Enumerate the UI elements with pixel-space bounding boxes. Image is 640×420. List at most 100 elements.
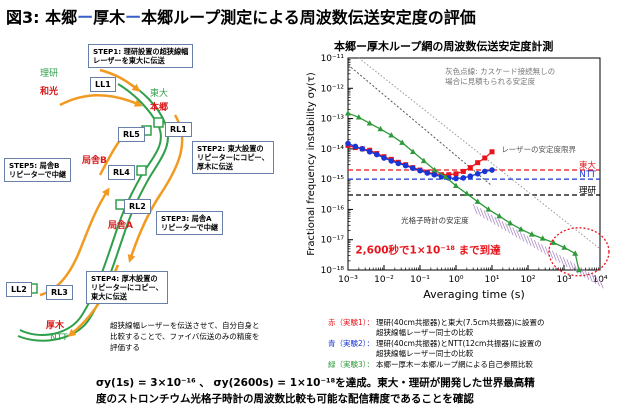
series-point bbox=[460, 175, 467, 181]
series-point bbox=[474, 171, 481, 177]
series-point bbox=[388, 132, 395, 138]
cascade-note-line: 灰色点線: カスケード接続無しの bbox=[445, 66, 555, 76]
clock-band-hatch bbox=[480, 208, 485, 219]
step5-box: STEP5: 局舎B リピーターで中継 bbox=[4, 158, 72, 182]
clock-band-hatch bbox=[559, 254, 564, 266]
clock-band-hatch bbox=[595, 276, 600, 287]
clock-band-hatch bbox=[534, 239, 539, 251]
series-point bbox=[352, 143, 359, 150]
series-point bbox=[550, 239, 557, 245]
series-point bbox=[359, 146, 366, 152]
series-point bbox=[575, 266, 582, 273]
series-point bbox=[431, 171, 438, 178]
series-point bbox=[366, 120, 373, 126]
clock-band-hatch bbox=[588, 271, 593, 283]
diagram-note: 超狭線幅レーザーを伝送させて、自分自身と 比較することで、ファイバ伝送のみの精度… bbox=[110, 321, 260, 352]
series-point bbox=[507, 220, 514, 226]
label-kyokusha-b: 局舎B bbox=[82, 156, 107, 166]
series-point bbox=[474, 198, 481, 204]
y-tick-label: 10⁻¹⁵ bbox=[321, 175, 345, 185]
clock-band-hatch bbox=[537, 242, 543, 253]
y-axis-label: Fractional frequency instability σy(τ) bbox=[306, 72, 317, 256]
series-point bbox=[355, 114, 362, 120]
series-point bbox=[345, 140, 351, 147]
clock-stability-label: 光格子時計の安定度 bbox=[401, 215, 469, 225]
clock-band-hatch bbox=[512, 227, 518, 238]
x-tick-label: 10⁻² bbox=[374, 275, 394, 285]
clock-band-hatch bbox=[498, 218, 503, 230]
series-point bbox=[539, 235, 546, 241]
y-tick-label: 10⁻¹¹ bbox=[321, 54, 345, 64]
series-point bbox=[377, 125, 384, 132]
clock-band-hatch bbox=[544, 246, 550, 257]
series-group bbox=[345, 110, 582, 273]
clock-band-hatch bbox=[570, 261, 575, 272]
label-wako: 和光 bbox=[40, 87, 59, 97]
series-point bbox=[442, 173, 449, 179]
node-rl4: RL4 bbox=[108, 165, 135, 180]
node-rl2: RL2 bbox=[124, 199, 151, 214]
series-point bbox=[481, 168, 488, 175]
series-point bbox=[373, 151, 380, 158]
summary-text: σy(1s) = 3×10⁻¹⁶ 、 σy(2600s) = 1×10⁻¹⁸を達… bbox=[96, 377, 535, 405]
label-todai: 東大 bbox=[150, 89, 169, 99]
series-point bbox=[366, 148, 373, 155]
series-point bbox=[431, 166, 438, 173]
y-tick-label: 10⁻¹² bbox=[321, 84, 345, 94]
reference-line-label: 東大 bbox=[579, 160, 597, 171]
step3-box: STEP3: 局舎A リピーターで中継 bbox=[156, 211, 224, 235]
y-tick-label: 10⁻¹⁴ bbox=[321, 145, 345, 155]
node-rl1: RL1 bbox=[165, 122, 192, 137]
clock-band-hatch bbox=[541, 244, 546, 255]
x-tick-label: 10⁰ bbox=[448, 275, 463, 285]
node-rl3: RL3 bbox=[46, 285, 73, 300]
series-point bbox=[467, 165, 473, 171]
series-point bbox=[489, 167, 495, 173]
series-point bbox=[453, 175, 459, 182]
node-rl5: RL5 bbox=[118, 127, 145, 142]
chart-title: 本郷ー厚木ループ網の周波数伝送安定度計測 bbox=[334, 40, 554, 53]
y-tick-label: 10⁻¹³ bbox=[321, 115, 345, 125]
series-point bbox=[424, 170, 431, 176]
cascade-estimate-line bbox=[358, 57, 601, 250]
series-point bbox=[399, 139, 406, 145]
node-ll1: LL1 bbox=[90, 77, 116, 92]
series-point bbox=[446, 172, 452, 178]
clock-band-hatch bbox=[552, 250, 557, 261]
clock-band-hatch bbox=[523, 233, 528, 244]
clock-band-hatch bbox=[591, 273, 597, 285]
series-point bbox=[561, 244, 568, 250]
result-annotation: 2,600秒で1×10⁻¹⁸ まで到達 bbox=[355, 244, 501, 257]
node-square-rl4 bbox=[136, 165, 147, 176]
clock-band-hatch bbox=[598, 278, 604, 289]
series-point bbox=[417, 167, 423, 174]
x-tick-label: 10⁻¹ bbox=[410, 275, 430, 285]
clock-band-hatch bbox=[476, 206, 482, 217]
clock-band-hatch bbox=[555, 252, 561, 264]
x-tick-label: 10³ bbox=[556, 275, 571, 285]
y-tick-label: 10⁻¹⁸ bbox=[321, 266, 345, 276]
series-point bbox=[496, 212, 503, 219]
clock-band-hatch bbox=[580, 267, 586, 278]
reference-line-label: NTT bbox=[579, 170, 596, 180]
reference-line-label: 理研 bbox=[579, 186, 597, 196]
series-point bbox=[410, 148, 417, 154]
series-point bbox=[445, 175, 452, 181]
clock-band-hatch bbox=[494, 216, 500, 227]
node-ll2: LL2 bbox=[6, 282, 32, 297]
clock-band-hatch bbox=[548, 248, 554, 259]
label-riken: 理研 bbox=[40, 69, 59, 79]
y-tick-label: 10⁻¹⁷ bbox=[321, 236, 345, 246]
series-point bbox=[485, 206, 492, 212]
series-point bbox=[475, 160, 481, 166]
series-point bbox=[395, 160, 402, 167]
result-circle bbox=[548, 227, 610, 277]
clock-band-hatch bbox=[519, 231, 525, 242]
series-point bbox=[453, 171, 459, 177]
series-point bbox=[489, 149, 495, 155]
step4-box: STEP4: 厚木設置の リピーターにコピー、 東大に伝送 bbox=[86, 271, 168, 304]
clock-band-hatch bbox=[584, 269, 590, 280]
node-square-rl1 bbox=[153, 117, 164, 128]
clock-band-hatch bbox=[490, 214, 496, 225]
